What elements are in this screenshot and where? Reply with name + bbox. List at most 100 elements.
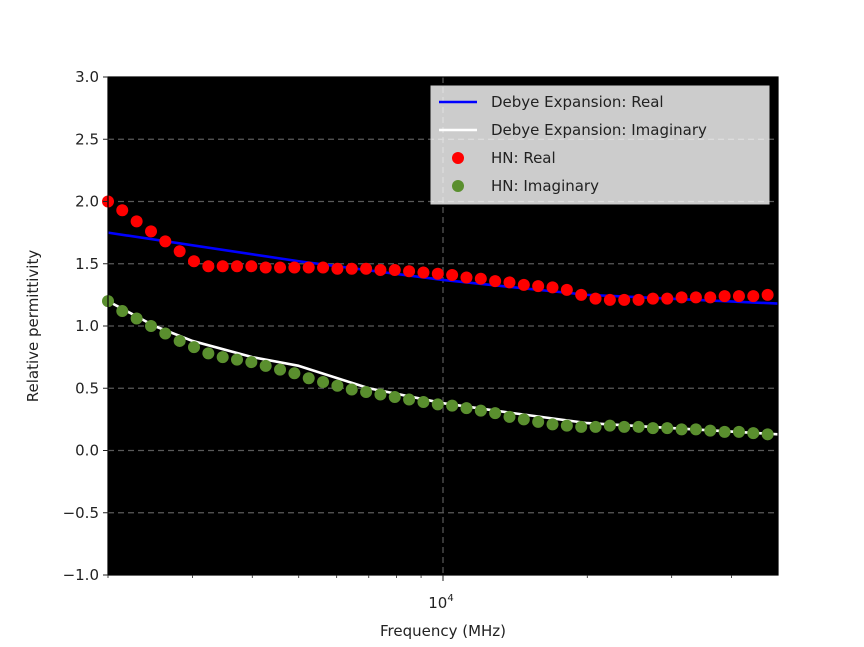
data-point [403,393,416,406]
data-point [632,293,645,306]
data-point [360,385,373,398]
data-point [331,379,344,392]
data-point [116,305,129,318]
data-point [689,291,702,304]
data-point [159,235,172,248]
data-point [704,424,717,437]
data-point [646,292,659,305]
data-point [632,420,645,433]
data-point [718,425,731,438]
data-point [259,359,272,372]
data-point [431,267,444,280]
y-tick-label: 2.0 [75,193,99,211]
data-point [331,262,344,275]
y-tick-label: 1.5 [75,255,99,273]
data-point [460,402,473,415]
legend-label: HN: Imaginary [491,177,599,195]
data-point [403,265,416,278]
data-point [546,418,559,431]
data-point [116,204,129,217]
data-point [388,263,401,276]
data-point [288,367,301,380]
data-point [274,363,287,376]
data-point [489,407,502,420]
data-point [173,334,186,347]
series-layer [102,195,779,441]
y-tick-label: 0.0 [75,442,99,460]
data-point [589,292,602,305]
legend-label: Debye Expansion: Imaginary [491,121,707,139]
legend-box [430,85,770,205]
data-point [231,260,244,273]
data-point [159,327,172,340]
data-point [532,280,545,293]
data-point [489,275,502,288]
data-point [231,353,244,366]
data-point [216,260,229,273]
data-point [417,395,430,408]
data-point [689,423,702,436]
data-point [360,262,373,275]
data-point [202,347,215,360]
data-point [732,290,745,303]
data-point [618,420,631,433]
data-point [560,283,573,296]
data-point [675,291,688,304]
data-point [474,404,487,417]
legend-label: Debye Expansion: Real [491,93,664,111]
data-point [575,288,588,301]
data-point [546,281,559,294]
data-point [374,388,387,401]
data-point [761,288,774,301]
legend: Debye Expansion: Real Debye Expansion: Im… [430,85,770,205]
data-point [345,383,358,396]
data-point [646,422,659,435]
y-axis-label: Relative permittivity [24,250,42,403]
data-point [532,415,545,428]
data-point [245,260,258,273]
data-point [145,225,158,238]
y-tick-label: 2.5 [75,130,99,148]
y-tick-label: −0.5 [63,504,99,522]
data-point [259,261,272,274]
x-axis-label: Frequency (MHz) [380,622,506,640]
data-point [575,420,588,433]
data-point [431,398,444,411]
data-point [130,312,143,325]
data-point [187,255,200,268]
data-point [747,427,760,440]
data-point [216,351,229,364]
data-point [173,245,186,258]
data-point [145,320,158,332]
data-point [446,399,459,412]
data-point [761,428,774,441]
data-point [603,419,616,432]
data-point [704,291,717,304]
data-point [603,293,616,306]
data-point [274,261,287,274]
x-tick-label: 104 [428,593,453,612]
legend-swatch-marker [452,152,464,164]
y-tick-label: 1.0 [75,317,99,335]
data-point [474,272,487,285]
data-point [503,410,516,423]
data-point [302,261,315,274]
series-3 [102,195,774,306]
data-point [661,292,674,305]
y-tick-label: 3.0 [75,68,99,86]
data-point [202,260,215,273]
y-tick-label: 0.5 [75,379,99,397]
data-point [374,263,387,276]
data-point [517,278,530,291]
axes: −1.0 −0.5 0.0 0.5 1.0 1.5 2.0 2.5 3.0 104 [63,68,732,612]
data-point [718,290,731,303]
data-point [661,422,674,435]
data-point [417,266,430,279]
series-4 [102,295,774,441]
data-point [560,419,573,432]
data-point [345,262,358,275]
data-point [302,372,315,385]
legend-swatch-marker [452,180,464,192]
data-point [288,261,301,274]
